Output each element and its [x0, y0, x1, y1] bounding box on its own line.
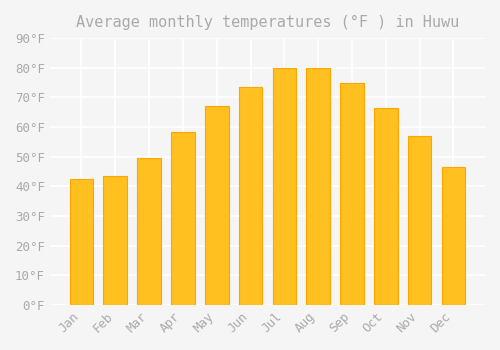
Bar [238, 87, 262, 305]
Bar [340, 83, 364, 305]
Bar [104, 176, 127, 305]
Bar [442, 167, 465, 305]
Bar [374, 108, 398, 305]
Bar [272, 68, 296, 305]
Bar [138, 158, 161, 305]
Bar [70, 179, 94, 305]
Bar [171, 132, 194, 305]
Bar [306, 68, 330, 305]
Title: Average monthly temperatures (°F ) in Huwu: Average monthly temperatures (°F ) in Hu… [76, 15, 459, 30]
Bar [408, 136, 432, 305]
Bar [205, 106, 229, 305]
